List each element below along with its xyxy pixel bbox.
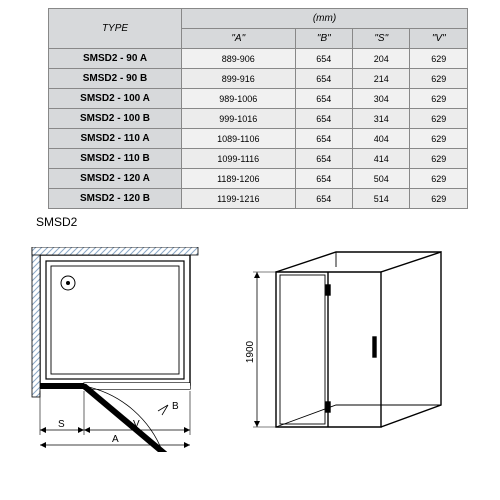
dim-height: 1900 — [245, 340, 256, 363]
dimension-table: TYPE (mm) "A" "B" "S" "V" SMSD2 - 90 A88… — [48, 8, 468, 209]
col-header-type: TYPE — [49, 9, 182, 49]
table-row: SMSD2 - 120 A1189-1206654504629 — [49, 169, 468, 189]
table-row: SMSD2 - 100 A989-1006654304629 — [49, 89, 468, 109]
dim-label-b: B — [172, 401, 179, 412]
table-row: SMSD2 - 110 B1099-1116654414629 — [49, 149, 468, 169]
dim-label-v: V — [133, 419, 140, 430]
col-header-b: "B" — [295, 29, 352, 49]
dim-label-a: A — [112, 434, 119, 445]
table-row: SMSD2 - 90 A889-906654204629 — [49, 49, 468, 69]
table-row: SMSD2 - 100 B999-1016654314629 — [49, 109, 468, 129]
table-row: SMSD2 - 110 A1089-1106654404629 — [49, 129, 468, 149]
col-header-v: "V" — [410, 29, 468, 49]
dim-label-s: S — [58, 419, 65, 430]
col-header-a: "A" — [182, 29, 296, 49]
table-row: SMSD2 - 120 B1199-1216654514629 — [49, 189, 468, 209]
elevation-drawing: 1900 — [231, 247, 481, 452]
col-header-s: "S" — [353, 29, 410, 49]
col-header-mm: (mm) — [182, 9, 468, 29]
table-body: SMSD2 - 90 A889-906654204629 SMSD2 - 90 … — [49, 49, 468, 209]
model-label: SMSD2 — [36, 215, 492, 229]
drawings-row: B S V A — [8, 247, 492, 452]
table-row: SMSD2 - 90 B899-916654214629 — [49, 69, 468, 89]
plan-view-drawing: B S V A — [18, 247, 213, 452]
